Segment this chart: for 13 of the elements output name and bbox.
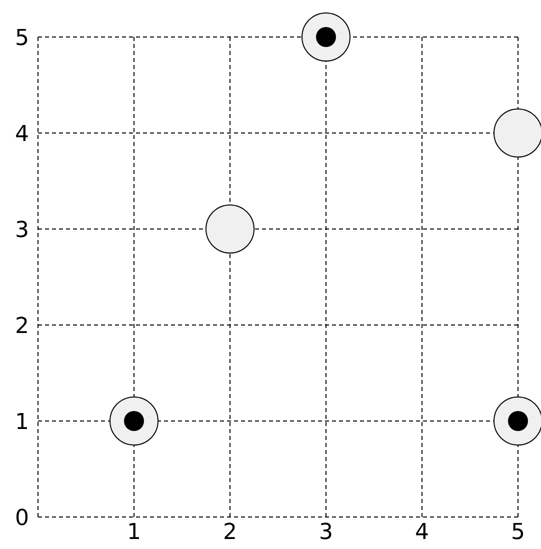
y-tick-label: 1: [15, 410, 29, 435]
point: [206, 204, 254, 254]
x-tick-label: 5: [511, 520, 525, 545]
x-tick-label: 4: [415, 520, 429, 545]
x-tick-label: 2: [223, 520, 237, 545]
x-tick-label: 1: [127, 520, 141, 545]
y-tick-label: 2: [15, 314, 29, 339]
point: [494, 108, 541, 158]
y-tick-label: 4: [15, 122, 29, 147]
y-tick-label: 0: [15, 506, 29, 531]
x-tick-label: 3: [319, 520, 333, 545]
y-tick-label: 5: [15, 26, 29, 51]
y-tick-label: 3: [15, 218, 29, 243]
